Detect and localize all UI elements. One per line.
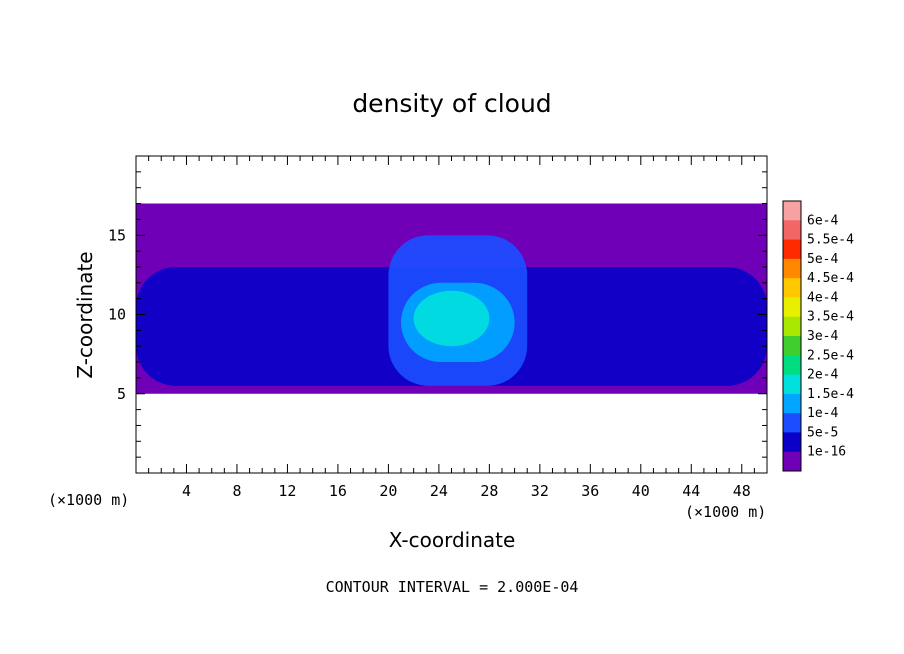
colorbar-swatch: [783, 413, 801, 433]
x-tick-label: 48: [733, 482, 751, 500]
colorbar-swatch: [783, 258, 801, 279]
colorbar-swatch: [783, 336, 801, 356]
colorbar-label: 3.5e-4: [807, 310, 854, 325]
colorbar-label: 5e-4: [807, 252, 838, 267]
colorbar-swatch: [783, 201, 801, 221]
colorbar-swatch: [783, 239, 801, 260]
x-tick-label: 24: [430, 482, 448, 500]
colorbar-swatch: [783, 297, 801, 318]
x-axis: 4 8 12 16 20 24 28 32 36 40 44 48: [148, 156, 755, 500]
colorbar: 6e-4 5.5e-4 5e-4 4.5e-4 4e-4 3.5e-4 3e-4 2.5e-4…: [782, 200, 854, 472]
density-field: [136, 203, 767, 394]
y-tick-label: 15: [108, 226, 126, 244]
colorbar-swatch: [783, 355, 801, 376]
x-tick-label: 16: [329, 482, 347, 500]
density-region-2e-4: [413, 290, 490, 347]
x-tick-label: 44: [682, 482, 700, 500]
colorbar-swatch: [783, 393, 801, 414]
colorbar-label: 4.5e-4: [807, 271, 854, 286]
colorbar-label: 5.5e-4: [807, 233, 854, 248]
colorbar-label: 1e-16: [807, 445, 846, 460]
x-unit-left: (×1000 m): [48, 491, 129, 509]
colorbar-label: 1e-4: [807, 406, 838, 421]
y-tick-label: 5: [117, 385, 126, 403]
colorbar-label: 2.5e-4: [807, 348, 854, 363]
colorbar-label: 4e-4: [807, 290, 838, 305]
colorbar-swatch: [783, 451, 801, 472]
x-tick-label: 40: [632, 482, 650, 500]
x-tick-label: 32: [531, 482, 549, 500]
colorbar-swatch: [783, 278, 801, 298]
colorbar-label: 5e-5: [807, 425, 838, 440]
x-tick-label: 36: [581, 482, 599, 500]
x-tick-label: 28: [480, 482, 498, 500]
colorbar-swatch: [783, 432, 801, 453]
x-tick-label: 12: [278, 482, 296, 500]
y-axis: 5 10 15: [108, 171, 767, 458]
x-axis-label: X-coordinate: [389, 528, 516, 552]
colorbar-swatch: [783, 316, 801, 337]
x-tick-label: 4: [182, 482, 191, 500]
x-tick-label: 8: [232, 482, 241, 500]
colorbar-label: 6e-4: [807, 213, 838, 228]
chart-title: density of cloud: [352, 89, 551, 118]
colorbar-swatch: [783, 220, 801, 241]
contour-interval-note: CONTOUR INTERVAL = 2.000E-04: [326, 578, 579, 596]
x-tick-label: 20: [379, 482, 397, 500]
y-tick-label: 10: [108, 306, 126, 324]
x-unit-right: (×1000 m): [685, 503, 766, 521]
colorbar-swatch: [783, 374, 801, 395]
colorbar-border: [782, 200, 802, 472]
colorbar-label: 2e-4: [807, 368, 838, 383]
y-axis-label: Z-coordinate: [73, 251, 97, 378]
colorbar-label: 3e-4: [807, 329, 838, 344]
colorbar-label: 1.5e-4: [807, 387, 854, 402]
